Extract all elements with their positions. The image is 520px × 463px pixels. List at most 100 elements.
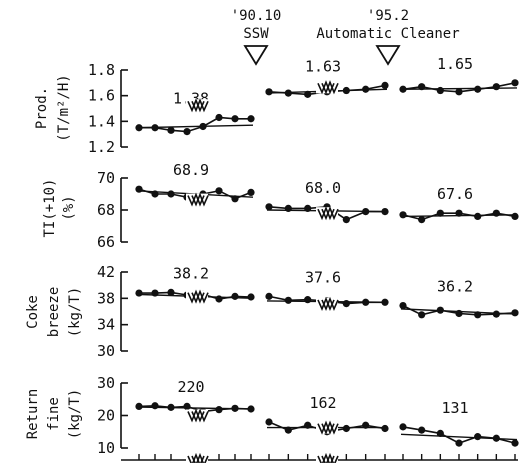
- period-mean-label: 131: [441, 399, 468, 417]
- period-mean-label: 37.6: [305, 268, 341, 286]
- y-axis-label: fine: [46, 397, 62, 431]
- data-point: [362, 298, 370, 306]
- data-point: [418, 216, 426, 224]
- axis-break: [186, 408, 209, 423]
- y-axis-label: (%): [61, 195, 77, 220]
- y-axis-label: TI(+10): [42, 178, 58, 237]
- y-tick-label: 42: [97, 263, 115, 281]
- chart-panel-2: 66 68 70 TI(+10) (%) 68.9 68.0 67.6: [42, 161, 519, 251]
- data-point: [247, 405, 255, 413]
- axis-break-stroke-2: [191, 98, 209, 113]
- data-point: [167, 288, 175, 297]
- y-axis-label: (kg/T): [67, 389, 83, 440]
- axis-break: [316, 80, 339, 95]
- data-point: [215, 113, 223, 122]
- data-point: [231, 404, 239, 412]
- data-point: [474, 212, 482, 220]
- axis-break: [186, 192, 209, 207]
- period-mean-label: 67.6: [437, 185, 473, 203]
- data-point: [342, 300, 350, 308]
- data-point: [362, 421, 370, 429]
- data-point: [265, 418, 273, 426]
- axis-break: [316, 206, 339, 221]
- period-mean-label: 36.2: [437, 278, 473, 296]
- data-point: [215, 406, 223, 414]
- y-tick-label: 1.8: [88, 61, 115, 79]
- data-point: [215, 187, 223, 195]
- data-point: [381, 208, 389, 216]
- axis-break-stroke-2: [191, 192, 209, 207]
- y-tick-label: 1.4: [88, 112, 115, 130]
- data-point: [304, 296, 312, 304]
- data-point: [381, 298, 389, 306]
- data-point: [284, 426, 292, 434]
- data-point: [265, 203, 273, 211]
- period-mean-label: 162: [309, 394, 336, 412]
- x-axis-break: [186, 452, 209, 463]
- event-marker-2: '95.2 Automatic Cleaner: [316, 8, 460, 66]
- axis-break-stroke-2: [321, 80, 339, 95]
- data-point: [199, 122, 207, 131]
- y-tick-label: 1.2: [88, 138, 115, 156]
- data-point: [304, 204, 312, 212]
- data-point: [342, 86, 350, 95]
- axis-break-stroke: [187, 408, 205, 423]
- x-axis-break-stroke-2: [321, 452, 339, 463]
- data-point: [284, 296, 292, 304]
- data-point: [436, 306, 444, 314]
- y-tick-label: 68: [97, 201, 115, 219]
- chart-panel-4: 10 20 30 Return fine (kg/T) 220 162 131: [25, 374, 519, 457]
- data-point: [135, 402, 143, 410]
- data-point: [436, 429, 444, 437]
- data-point: [399, 423, 407, 431]
- data-point: [418, 83, 426, 91]
- event-date: '95.2: [367, 8, 409, 24]
- data-point: [399, 85, 407, 93]
- data-point: [183, 402, 191, 410]
- data-point: [455, 88, 463, 96]
- event-triangle-icon: [243, 45, 269, 66]
- y-axis-label: Coke: [25, 295, 41, 329]
- axis-break-stroke: [187, 98, 205, 113]
- data-point: [135, 185, 143, 193]
- axis-break-stroke: [187, 192, 205, 207]
- data-point: [231, 195, 239, 203]
- x-axis-break-stroke-2: [191, 452, 209, 463]
- data-point: [511, 79, 519, 87]
- x-axis-break-stroke: [317, 452, 335, 463]
- axis-break: [186, 98, 209, 113]
- event-marker-1: '90.10 SSW: [231, 8, 281, 66]
- data-point: [455, 439, 463, 447]
- data-point: [381, 424, 389, 433]
- data-point: [436, 86, 444, 95]
- data-point: [135, 124, 143, 132]
- axis-break-stroke: [317, 80, 335, 95]
- axis-break-stroke-2: [191, 289, 209, 304]
- data-point: [492, 310, 500, 318]
- y-tick-label: 20: [97, 407, 115, 425]
- data-point: [511, 309, 519, 317]
- x-axis: [121, 452, 518, 463]
- y-tick-label: 70: [97, 169, 115, 187]
- data-point: [455, 309, 463, 318]
- data-point: [247, 115, 255, 123]
- data-point: [167, 126, 175, 134]
- event-name: Automatic Cleaner: [316, 26, 459, 42]
- data-point: [167, 403, 175, 411]
- data-point: [474, 85, 482, 93]
- period-mean-label: 1.63: [305, 57, 341, 75]
- data-point: [418, 426, 426, 434]
- data-point: [284, 89, 292, 97]
- data-point: [247, 188, 255, 196]
- data-point: [135, 289, 143, 297]
- data-point: [183, 128, 191, 136]
- data-point: [492, 434, 500, 442]
- y-axis-label: breeze: [46, 287, 62, 338]
- data-point: [265, 292, 273, 300]
- data-point: [167, 190, 175, 198]
- data-point: [399, 301, 407, 310]
- axis-break: [316, 420, 339, 435]
- data-point: [474, 311, 482, 319]
